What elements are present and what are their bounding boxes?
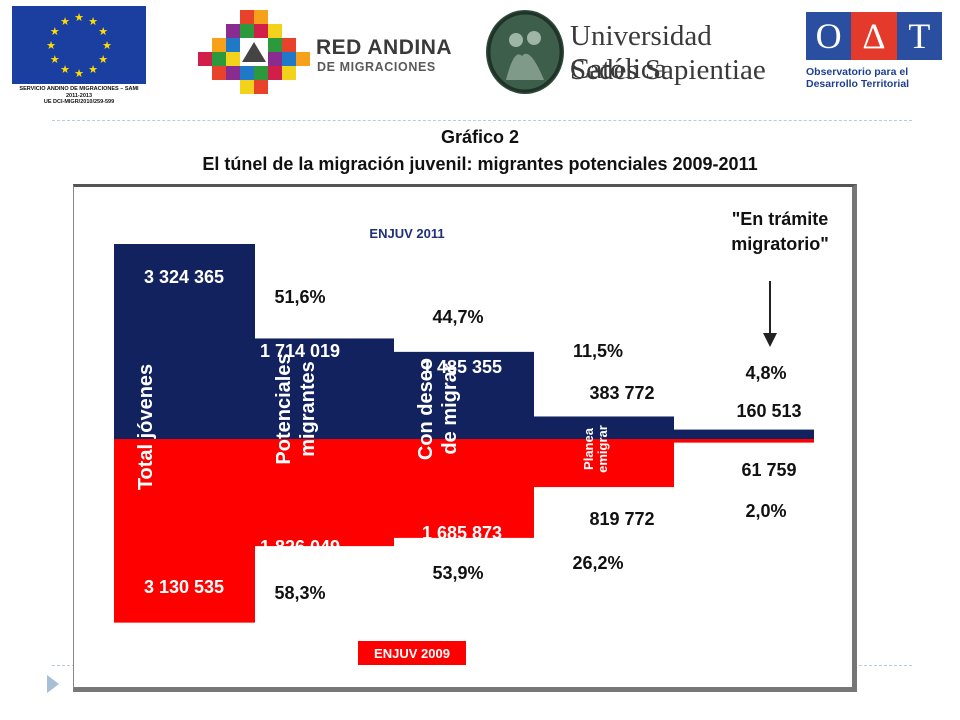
eu-caption-line3: UE DCI-MIGR/2010/259-599 <box>43 99 115 105</box>
legend-2009: ENJUV 2009 <box>374 646 450 661</box>
eu-star-icon: ★ <box>60 64 70 76</box>
legend-2009-box <box>358 641 466 665</box>
odt-caption-line1: Observatorio para el <box>806 66 909 78</box>
eu-caption-line1: SERVICIO ANDINO DE MIGRACIONES – SAMI <box>19 86 139 92</box>
slide-bullet-arrow-icon <box>47 675 59 693</box>
chart-title-line1: Gráfico 2 <box>440 127 520 147</box>
percent-label-2011: 44,7% <box>432 307 483 327</box>
red-andina-logo: RED ANDINA DE MIGRACIONES <box>196 8 472 96</box>
value-label-2009: 61 759 <box>741 460 796 480</box>
value-label-2011: 1 714 019 <box>260 341 340 361</box>
eu-star-icon: ★ <box>88 64 98 76</box>
eu-star-icon: ★ <box>102 40 112 52</box>
bar-2009 <box>114 439 255 623</box>
category-label: Total jóvenes <box>135 364 157 490</box>
value-label-2009: 1 826 049 <box>260 537 340 557</box>
value-label-2011: 1 485 355 <box>422 357 502 377</box>
eu-star-icon: ★ <box>74 68 84 80</box>
eu-star-icon: ★ <box>88 16 98 28</box>
bar-2009 <box>255 439 394 547</box>
value-label-2011: 3 324 365 <box>144 267 224 287</box>
eu-flag-icon: ★ ★ ★ ★ ★ ★ ★ ★ ★ ★ ★ ★ <box>12 6 146 84</box>
chart-title-line2: El túnel de la migración juvenil: migran… <box>202 154 758 174</box>
eu-star-icon: ★ <box>98 54 108 66</box>
eu-star-icon: ★ <box>50 26 60 38</box>
category-label: Planea <box>581 427 596 470</box>
annotation-line2: migratorio" <box>731 234 829 254</box>
bar-2009 <box>674 439 814 443</box>
eu-star-icon: ★ <box>50 54 60 66</box>
percent-label-2011: 11,5% <box>573 341 623 361</box>
percent-label-2009: 53,9% <box>432 563 483 583</box>
category-label: emigrar <box>595 425 610 473</box>
red-andina-title: RED ANDINA <box>316 36 453 59</box>
percent-label-2009: 58,3% <box>274 583 325 603</box>
eu-star-icon: ★ <box>46 40 56 52</box>
value-label-2009: 3 130 535 <box>144 577 224 597</box>
bar-2011 <box>394 351 534 439</box>
legend-2011: ENJUV 2011 <box>369 226 444 241</box>
ucss-name-line1: Universidad Católica <box>570 20 712 85</box>
category-label: Potenciales <box>273 353 295 464</box>
eu-star-icon: ★ <box>60 16 70 28</box>
odt-caption: Observatorio para el Desarrollo Territor… <box>806 66 909 90</box>
odt-letter-delta: Δ <box>851 12 897 60</box>
eu-caption-line2: 2011-2013 <box>66 92 92 99</box>
value-label-2011: 160 513 <box>736 401 801 421</box>
percent-label-2011: 51,6% <box>274 287 325 307</box>
eu-star-icon: ★ <box>74 12 84 24</box>
annotation-line1: "En trámite <box>732 209 829 229</box>
bar-2009 <box>394 439 534 538</box>
red-andina-emblem-icon <box>198 10 310 94</box>
odt-letter-t: T <box>896 12 942 60</box>
value-label-2011: 383 772 <box>589 383 654 403</box>
odt-caption-line2: Desarrollo Territorial <box>806 78 910 90</box>
bar-2011 <box>674 429 814 439</box>
bar-2011 <box>534 416 674 439</box>
percent-label-2009: 2,0% <box>745 501 786 521</box>
red-andina-subtitle: DE MIGRACIONES <box>317 60 436 74</box>
bar-2009 <box>534 439 674 488</box>
eu-caption: SERVICIO ANDINO DE MIGRACIONES – SAMI 20… <box>8 86 150 106</box>
category-label: migrantes <box>297 361 319 457</box>
university-seal-icon <box>486 10 564 94</box>
ucss-name-line2: Sedes Sapientiae <box>570 54 766 86</box>
legend-2011-box <box>355 221 459 245</box>
category-label: Con deseo <box>415 358 437 460</box>
annotation-arrow-head-icon <box>763 333 777 347</box>
eu-star-icon: ★ <box>98 26 108 38</box>
ucss-logo: Universidad Católica Sedes Sapientiae <box>486 10 786 94</box>
value-label-2009: 819 772 <box>589 509 654 529</box>
odt-letter-o: O <box>806 12 852 60</box>
percent-label-2011: 4,8% <box>745 363 786 383</box>
top-divider <box>52 120 912 121</box>
percent-label-2009: 26,2% <box>572 553 623 573</box>
odt-letter-box: O Δ T <box>806 12 942 60</box>
value-label-2009: 1 685 873 <box>422 523 502 543</box>
category-label: de migrar <box>439 363 461 454</box>
bar-2011 <box>255 338 394 439</box>
migration-tunnel-chart: ENJUV 2011 ENJUV 2009 3 324 365 3 130 535 1 … <box>114 209 829 665</box>
chart-frame: ENJUV 2011 ENJUV 2009 3 324 365 3 130 535 1 … <box>73 184 857 692</box>
bar-2011 <box>114 244 255 439</box>
eu-logo: ★ ★ ★ ★ ★ ★ ★ ★ ★ ★ ★ ★ SERVICIO ANDINO DE MIGRACIO… <box>8 6 150 106</box>
chart-title: Gráfico 2 El túnel de la migración juven… <box>0 124 960 178</box>
odt-logo: O Δ T Observatorio para el Desarrollo Te… <box>800 10 950 100</box>
